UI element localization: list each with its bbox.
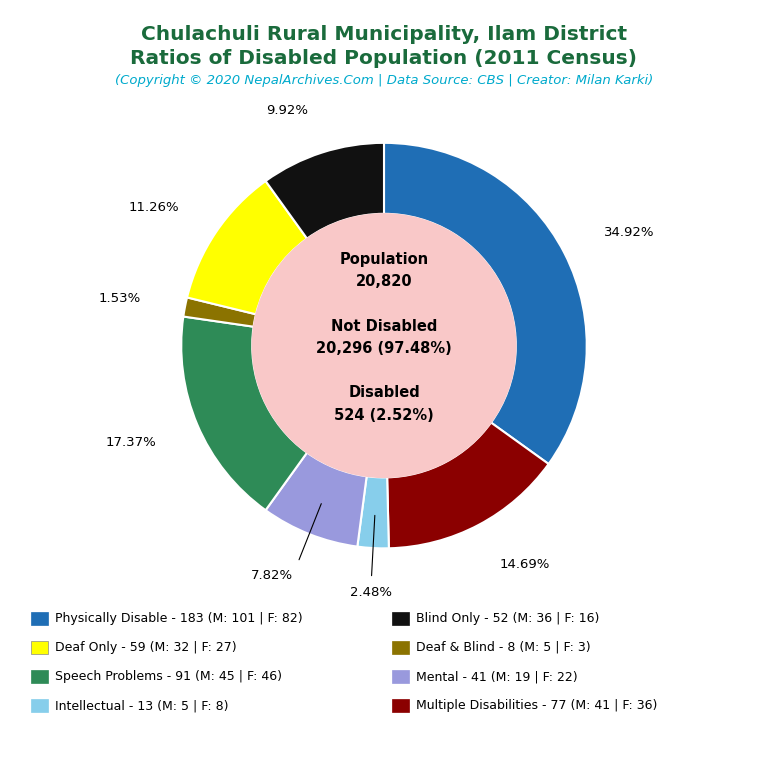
- Text: Physically Disable - 183 (M: 101 | F: 82): Physically Disable - 183 (M: 101 | F: 82…: [55, 612, 303, 624]
- Text: Chulachuli Rural Municipality, Ilam District: Chulachuli Rural Municipality, Ilam Dist…: [141, 25, 627, 44]
- Text: 9.92%: 9.92%: [266, 104, 308, 117]
- Text: Multiple Disabilities - 77 (M: 41 | F: 36): Multiple Disabilities - 77 (M: 41 | F: 3…: [416, 700, 657, 712]
- Text: 11.26%: 11.26%: [128, 200, 179, 214]
- Text: 1.53%: 1.53%: [99, 292, 141, 305]
- Text: Blind Only - 52 (M: 36 | F: 16): Blind Only - 52 (M: 36 | F: 16): [416, 612, 600, 624]
- Wedge shape: [184, 297, 256, 326]
- Wedge shape: [357, 476, 389, 548]
- Text: Population
20,820

Not Disabled
20,296 (97.48%)

Disabled
524 (2.52%): Population 20,820 Not Disabled 20,296 (9…: [316, 253, 452, 422]
- Circle shape: [252, 214, 516, 478]
- Text: 14.69%: 14.69%: [499, 558, 550, 571]
- Text: (Copyright © 2020 NepalArchives.Com | Data Source: CBS | Creator: Milan Karki): (Copyright © 2020 NepalArchives.Com | Da…: [115, 74, 653, 87]
- Wedge shape: [187, 181, 307, 314]
- Text: Speech Problems - 91 (M: 45 | F: 46): Speech Problems - 91 (M: 45 | F: 46): [55, 670, 283, 683]
- Wedge shape: [181, 316, 307, 510]
- Wedge shape: [384, 143, 587, 464]
- Text: 7.82%: 7.82%: [250, 569, 293, 582]
- Text: Deaf Only - 59 (M: 32 | F: 27): Deaf Only - 59 (M: 32 | F: 27): [55, 641, 237, 654]
- Wedge shape: [387, 422, 548, 548]
- Text: Ratios of Disabled Population (2011 Census): Ratios of Disabled Population (2011 Cens…: [131, 49, 637, 68]
- Text: 34.92%: 34.92%: [604, 227, 654, 240]
- Wedge shape: [266, 452, 366, 547]
- Text: 17.37%: 17.37%: [105, 435, 157, 449]
- Text: Deaf & Blind - 8 (M: 5 | F: 3): Deaf & Blind - 8 (M: 5 | F: 3): [416, 641, 591, 654]
- Text: 2.48%: 2.48%: [349, 586, 392, 599]
- Wedge shape: [266, 143, 384, 239]
- Text: Intellectual - 13 (M: 5 | F: 8): Intellectual - 13 (M: 5 | F: 8): [55, 700, 229, 712]
- Text: Mental - 41 (M: 19 | F: 22): Mental - 41 (M: 19 | F: 22): [416, 670, 578, 683]
